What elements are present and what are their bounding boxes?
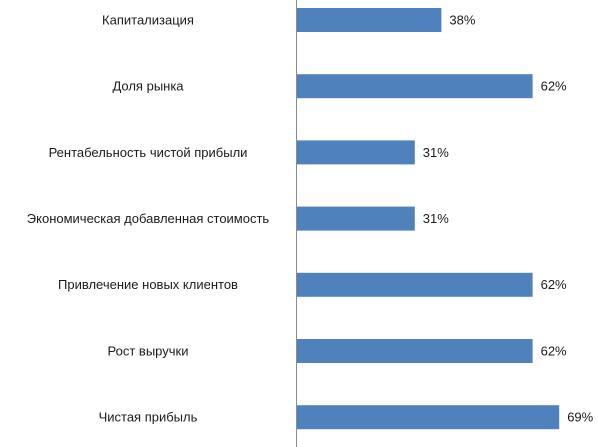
value-label: 31% [423,211,449,226]
value-label: 62% [541,277,567,292]
bar [297,140,415,165]
value-label: 62% [541,79,567,94]
category-label: Капитализация [102,12,194,27]
bar [297,8,442,32]
value-label: 62% [541,343,567,358]
category-label: Доля рынка [112,79,184,94]
bars [297,8,560,430]
value-label: 38% [449,12,475,27]
category-label: Привлечение новых клиентов [58,277,238,292]
bar [297,339,533,363]
value-label: 31% [423,145,449,160]
category-labels: Капитализация Доля рынка Рентабельность чи… [27,12,270,424]
bar [297,405,560,430]
category-label: Экономическая добавленная стоимость [27,211,270,226]
value-label: 69% [567,410,593,425]
bar [297,272,533,297]
bar [297,206,415,231]
category-label: Чистая прибыль [99,410,198,425]
value-labels: 38% 62% 31% 31% 62% 62% 69% [423,12,594,424]
bar [297,74,533,99]
category-label: Рост выручки [108,343,189,358]
category-label: Рентабельность чистой прибыли [49,145,248,160]
